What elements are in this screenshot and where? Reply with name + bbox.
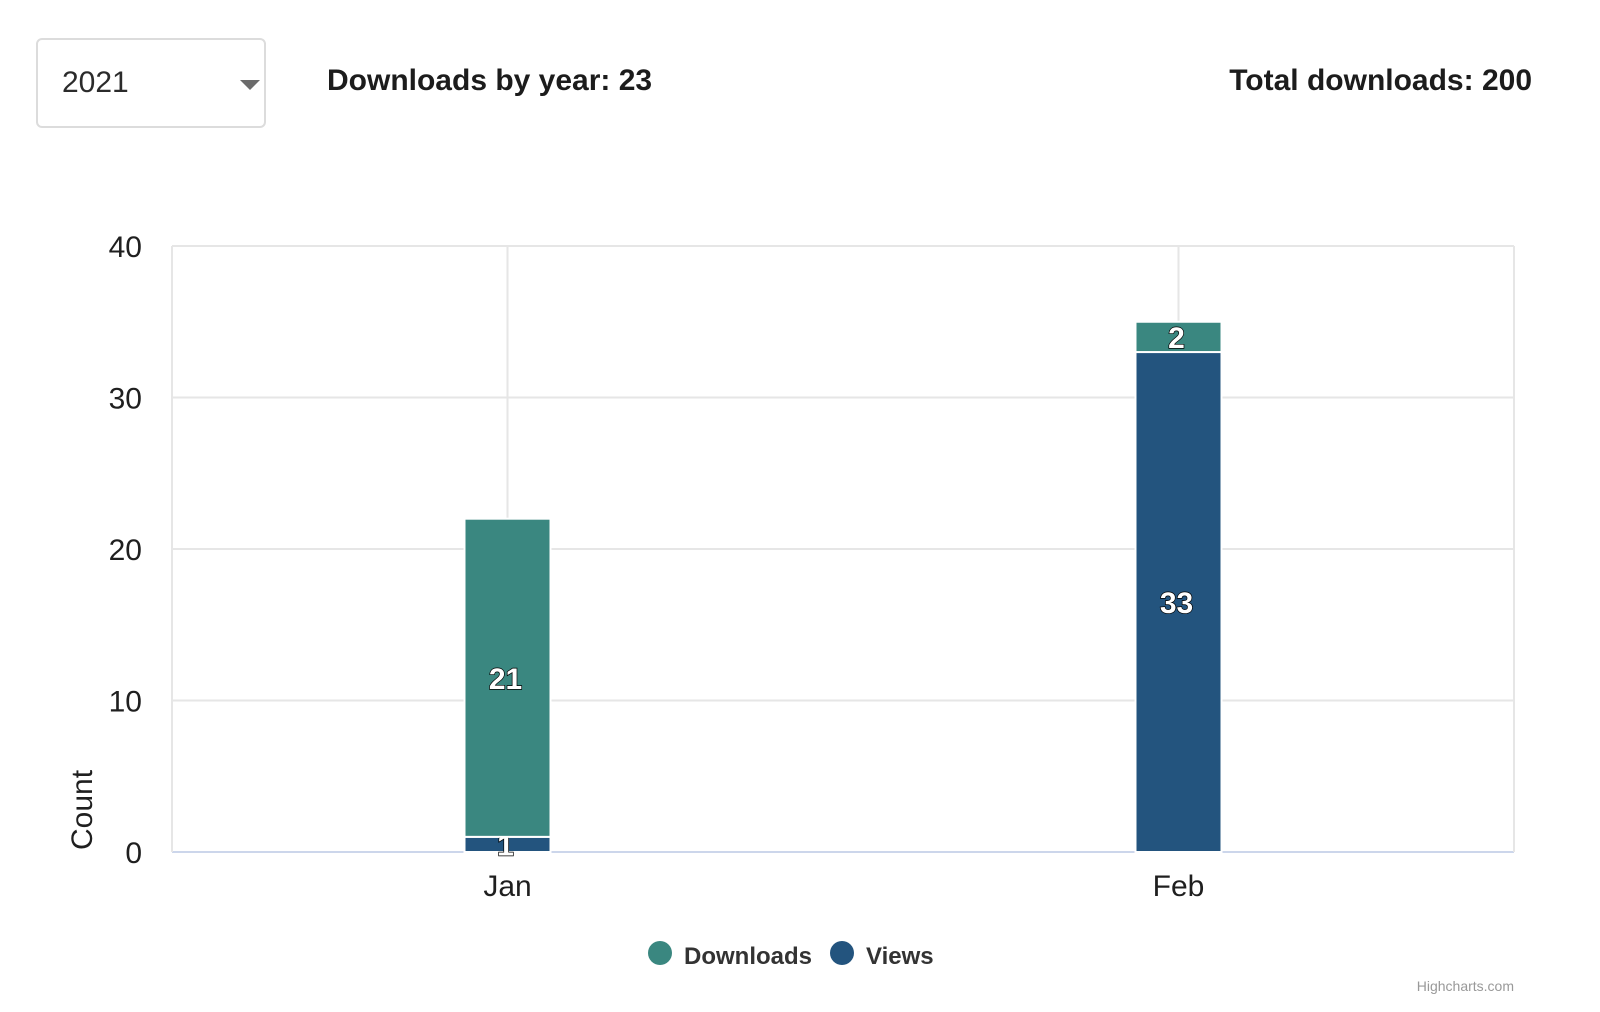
year-select-value: 2021 [62, 66, 129, 99]
legend-marker-downloads [648, 941, 672, 965]
toolbar: 2021 Downloads by year: 23 Total downloa… [0, 0, 1600, 150]
legend-item-views[interactable]: Views [866, 943, 934, 970]
data-label: 33 [1160, 587, 1193, 620]
y-tick-label: 10 [109, 686, 142, 719]
bar-downloads-jan [463, 517, 552, 838]
legend-item-downloads[interactable]: Downloads [684, 943, 812, 970]
y-tick-label: 0 [125, 837, 142, 870]
downloads-by-year: Downloads by year: 23 [327, 64, 653, 97]
y-tick-label: 20 [109, 534, 142, 567]
y-axis-title: Count [66, 769, 99, 850]
total-downloads: Total downloads: 200 [1229, 64, 1532, 97]
chevron-down-icon[interactable] [240, 80, 260, 90]
year-select[interactable]: 2021 [36, 38, 266, 128]
chart-credits[interactable]: Highcharts.com [1416, 978, 1514, 994]
bar-downloads-feb [1134, 320, 1223, 354]
data-label: 2 [1168, 322, 1185, 355]
bar-views-feb [1134, 351, 1223, 853]
x-tick-label: Feb [1153, 870, 1205, 903]
x-tick-label: Jan [483, 870, 531, 903]
y-tick-label: 30 [109, 383, 142, 416]
y-tick-label: 40 [109, 231, 142, 264]
data-label: 21 [489, 663, 522, 696]
legend-marker-views [830, 941, 854, 965]
